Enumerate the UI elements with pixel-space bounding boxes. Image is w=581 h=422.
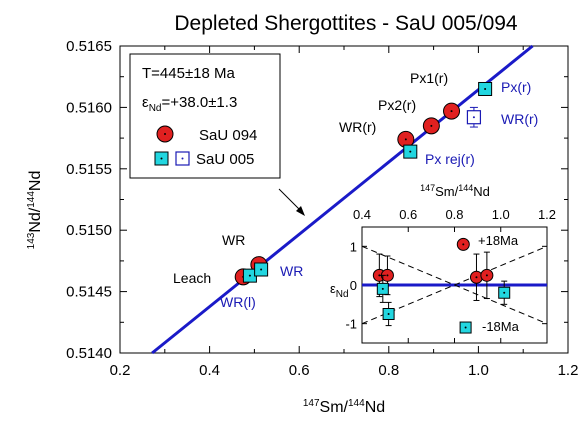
point-label-wr: WR xyxy=(222,232,245,248)
x-tick-label: 1.0 xyxy=(468,362,489,379)
data-point-cyan-square-dot xyxy=(409,150,412,153)
legend-epsilon: εNd=+38.0±1.3 xyxy=(142,94,237,114)
inset-x-tick-label: 0.6 xyxy=(399,207,417,222)
point-label-px2: Px2(r) xyxy=(378,97,416,113)
inset-point-cyan-square-dot xyxy=(503,291,506,294)
data-point-cyan-square-dot xyxy=(484,87,487,90)
inset-minus-error-line xyxy=(361,245,548,325)
data-point-cyan-square-dot xyxy=(248,274,251,277)
data-point-cyan-square-dot xyxy=(260,268,263,271)
inset-y-tick-label: -1 xyxy=(345,317,357,332)
point-label-px1: Px1(r) xyxy=(410,70,448,86)
x-axis-label: 147Sm/144Nd xyxy=(303,398,385,416)
inset-plot: 0.4 0.6 0.8 1.0 1.2 1 0 -1 147Sm/144Nd εNd +18M… xyxy=(330,183,556,344)
inset-axis-ticks: 0.4 0.6 0.8 1.0 1.2 1 0 -1 xyxy=(345,207,556,343)
x-tick-label: 1.2 xyxy=(558,362,579,379)
x-tick-label: 0.8 xyxy=(378,362,399,379)
inset-points xyxy=(372,237,511,334)
inset-point-cyan-square-dot xyxy=(381,287,384,290)
point-label-px-rej: Px rej(r) xyxy=(425,151,475,167)
data-point-open-blue-square-dot xyxy=(472,116,475,119)
data-point-red-circle-dot xyxy=(450,110,453,113)
legend-sau005: SaU 005 xyxy=(196,151,254,168)
inset-x-tick-label: 0.4 xyxy=(353,207,371,222)
pointer-arrowhead xyxy=(296,206,305,216)
inset-x-tick-label: 1.2 xyxy=(538,207,556,222)
legend: T=445±18 Ma εNd=+38.0±1.3 SaU 094 SaU 00… xyxy=(129,53,281,179)
legend-red-circle-dot xyxy=(164,133,166,135)
y-tick-label: 0.5155 xyxy=(66,161,112,178)
y-tick-label: 0.5160 xyxy=(66,99,112,116)
inset-x-axis-label: 147Sm/144Nd xyxy=(420,183,490,199)
point-label-leach: Leach xyxy=(173,270,211,286)
main-points xyxy=(234,81,493,286)
inset-y-axis-label: εNd xyxy=(330,281,349,300)
y-tick-label: 0.5165 xyxy=(66,38,112,55)
data-point-red-circle-dot xyxy=(430,124,433,127)
chart-title: Depleted Shergottites - SaU 005/094 xyxy=(174,12,518,35)
inset-x-tick-label: 0.8 xyxy=(445,207,463,222)
point-label-wr-blue: WR xyxy=(280,263,303,279)
inset-y-tick-label: 1 xyxy=(350,239,357,254)
legend-age: T=445±18 Ma xyxy=(142,65,236,82)
inset-point-red-circle-dot xyxy=(485,274,488,277)
legend-cyan-square-dot xyxy=(160,157,163,160)
inset-point-red-circle-dot xyxy=(386,274,389,277)
y-tick-label: 0.5150 xyxy=(66,222,112,239)
y-tick-label: 0.5145 xyxy=(66,284,112,301)
y-axis-label: 143Nd/144Nd xyxy=(26,171,44,250)
y-tick-label: 0.5140 xyxy=(66,345,112,362)
inset-x-tick-label: 1.0 xyxy=(492,207,510,222)
inset-point-cyan-square-dot xyxy=(387,313,390,315)
point-label-wr-r: WR(r) xyxy=(339,119,376,135)
point-label-wr-r-blue: WR(r) xyxy=(501,111,538,127)
data-point-red-circle-dot xyxy=(404,138,407,141)
pointer-arrow xyxy=(278,188,303,213)
inset-y-tick-label: 0 xyxy=(350,278,357,293)
point-label-px-r: Px(r) xyxy=(501,79,531,95)
isochron-line xyxy=(151,44,534,355)
inset-plus-label: +18Ma xyxy=(478,233,519,248)
inset-point-red-circle-dot xyxy=(462,243,465,246)
x-tick-label: 0.2 xyxy=(110,362,131,379)
x-tick-label: 0.4 xyxy=(199,362,220,379)
point-label-wr-l: WR(l) xyxy=(220,294,256,310)
inset-point-cyan-square-dot xyxy=(464,326,467,329)
main-axis-ticks: 0.2 0.4 0.6 0.8 1.0 1.2 0.5140 0.5145 0.5150 0.51… xyxy=(66,38,578,379)
inset-point-red-circle-dot xyxy=(475,276,478,279)
x-tick-label: 0.6 xyxy=(289,362,310,379)
legend-open-square-dot xyxy=(181,157,184,160)
legend-sau094: SaU 094 xyxy=(199,127,257,144)
inset-minus-label: -18Ma xyxy=(482,319,520,334)
